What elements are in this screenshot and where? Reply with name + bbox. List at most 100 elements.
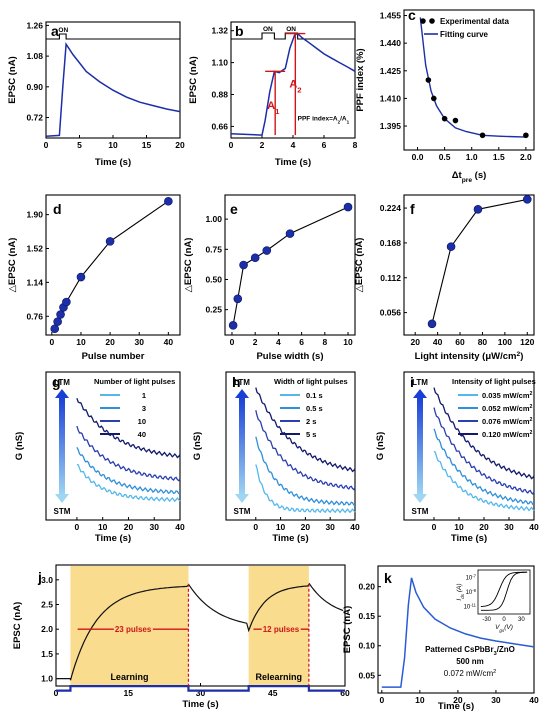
x-tick-label: 8 [353,140,358,150]
x-tick-label: 80 [478,337,488,347]
panel-e: 0 2 4 6 8 10 0.25 0.50 0.75 1.00 Pulse width (s) △E… [183,194,356,362]
panel-k: 0 10 20 30 40 0.05 0.10 0.15 0.20 Patterned CsPbB… [342,565,539,712]
x-tick-label: 0.0 [412,152,424,162]
x-tick-label: 0 [253,522,258,532]
y-axis-label: PPF index (%) [355,48,366,111]
data-point [250,253,260,263]
panel-h: 0 10 20 30 40 LTM STM Width of light pulses 0.1 … [192,371,360,544]
x-tick-label: 10 [415,695,425,705]
y-axis-label: △EPSC (nA) [7,238,18,293]
label-mask [261,625,301,635]
data-point [343,202,353,212]
y-tick-label: 0.72 [26,113,43,123]
x-tick-label: 15 [124,688,134,698]
x-axis-label: Time (s) [438,701,474,712]
plot-frame-c [403,9,535,151]
x-tick-label: 5 [77,140,82,150]
x-tick-label: 1.0 [466,152,478,162]
x-tick-label: 0 [379,695,384,705]
on-label-1: ON [263,26,273,33]
panel-a: 0 5 10 15 20 0.72 0.90 1.08 1.26 ON Time (s) EPSC (… [7,20,185,168]
inset-transfer-curve: -30 0 30 10-7 10-9 10-11 Vgs(V) Ids (A) [456,569,531,633]
x-tick-label: 20 [175,140,185,150]
y-tick-label: 0.112 [380,273,401,283]
stm-label: STM [234,507,251,516]
pulses-label-1: 23 pulses [115,625,152,634]
data-point [164,196,173,206]
x-tick-label: 45 [268,688,278,698]
x-tick-label: 30 [196,688,206,698]
inset-x-tick-label: 30 [518,617,525,623]
data-point [441,115,448,122]
inset-y-tick-label: 10-11 [464,602,477,611]
x-tick-label: 4 [276,337,281,347]
y-tick-label: 1.395 [380,121,402,131]
panel-j: 0 15 30 45 60 1.0 1.5 2.0 2.5 3.0 Learning Relearni… [12,564,350,710]
data-point [523,132,529,139]
arrow-head-up [413,389,427,398]
y-tick-label: 1.90 [26,210,43,220]
g-curve-3 [76,425,181,482]
legend-label-3: 10 [138,417,146,426]
legend-title: Intensity of light pulses [452,377,536,386]
g-curve-2 [255,436,356,506]
data-point [479,132,486,139]
legend-label-1: 0.035 mW/cm2 [482,391,533,400]
panel-label-k: k [384,570,392,586]
g-curve-4 [433,387,535,480]
x-tick-label: 2 [260,140,265,150]
ltm-label: LTM [412,378,428,387]
phase-label-2: Relearning [256,672,303,682]
legend-label-points: Experimental data [440,17,509,26]
x-axis-label: Light intensity (μW/cm2) [415,351,524,363]
g-curve-1 [255,464,356,514]
y-axis-label: G (nS) [14,432,25,461]
x-tick-label: 20 [124,522,134,532]
data-point [233,294,243,304]
y-tick-label: 1.32 [211,26,228,36]
ltm-label: LTM [234,378,250,387]
legend-title: Width of light pulses [274,377,348,386]
panel-label-b: b [235,23,244,39]
plot-frame-i [403,371,535,521]
x-axis-label: Time (s) [272,533,308,544]
y-tick-label: 1.10 [211,58,228,68]
epsc-curve [45,41,181,138]
panel-label-f: f [410,201,415,217]
x-axis-label: Time (s) [275,157,311,168]
y-tick-label: 1.08 [26,51,43,61]
x-tick-label: 30 [491,695,501,705]
x-tick-label: 1.5 [493,152,505,162]
data-point [420,18,426,24]
y-tick-label: 0.05 [358,670,375,680]
y-tick-label: 0.88 [211,90,228,100]
x-tick-label: 10 [343,337,353,347]
y-tick-label: 1.440 [380,38,402,48]
x-tick-label: 10 [76,337,86,347]
y-tick-label: 0.20 [358,582,375,592]
inset-frame [477,569,531,615]
plot-frame-h [225,371,356,521]
g-curve-1 [433,450,535,512]
y-axis-label: EPSC (nA) [188,56,199,104]
x-tick-label: 6 [322,140,327,150]
data-point [228,321,238,330]
x-tick-label: 10 [454,522,464,532]
x-tick-label: 2.0 [520,152,532,162]
y-tick-label: 0.224 [380,203,402,213]
legend-label-2: 3 [142,404,146,413]
x-tick-label: 40 [164,337,174,347]
data-point [446,242,456,251]
x-tick-label: 15 [142,140,152,150]
y-axis-label: EPSC (nA) [7,56,18,104]
legend-title: Number of light pulses [94,377,175,386]
y-tick-label: 2.5 [41,600,53,610]
inset-y-label: Ids (A) [456,583,465,600]
inset-reverse-sweep [480,571,528,607]
panel-i: 0 10 20 30 40 LTM STM Intensity of light pulses… [375,371,539,544]
inset-y-tick-label: 10-7 [466,573,477,582]
device-label: Patterned CsPbBr3/ZnO [425,645,515,657]
inset-y-tick-label: 10-9 [466,588,477,597]
legend-label-fit: Fitting curve [440,30,489,39]
